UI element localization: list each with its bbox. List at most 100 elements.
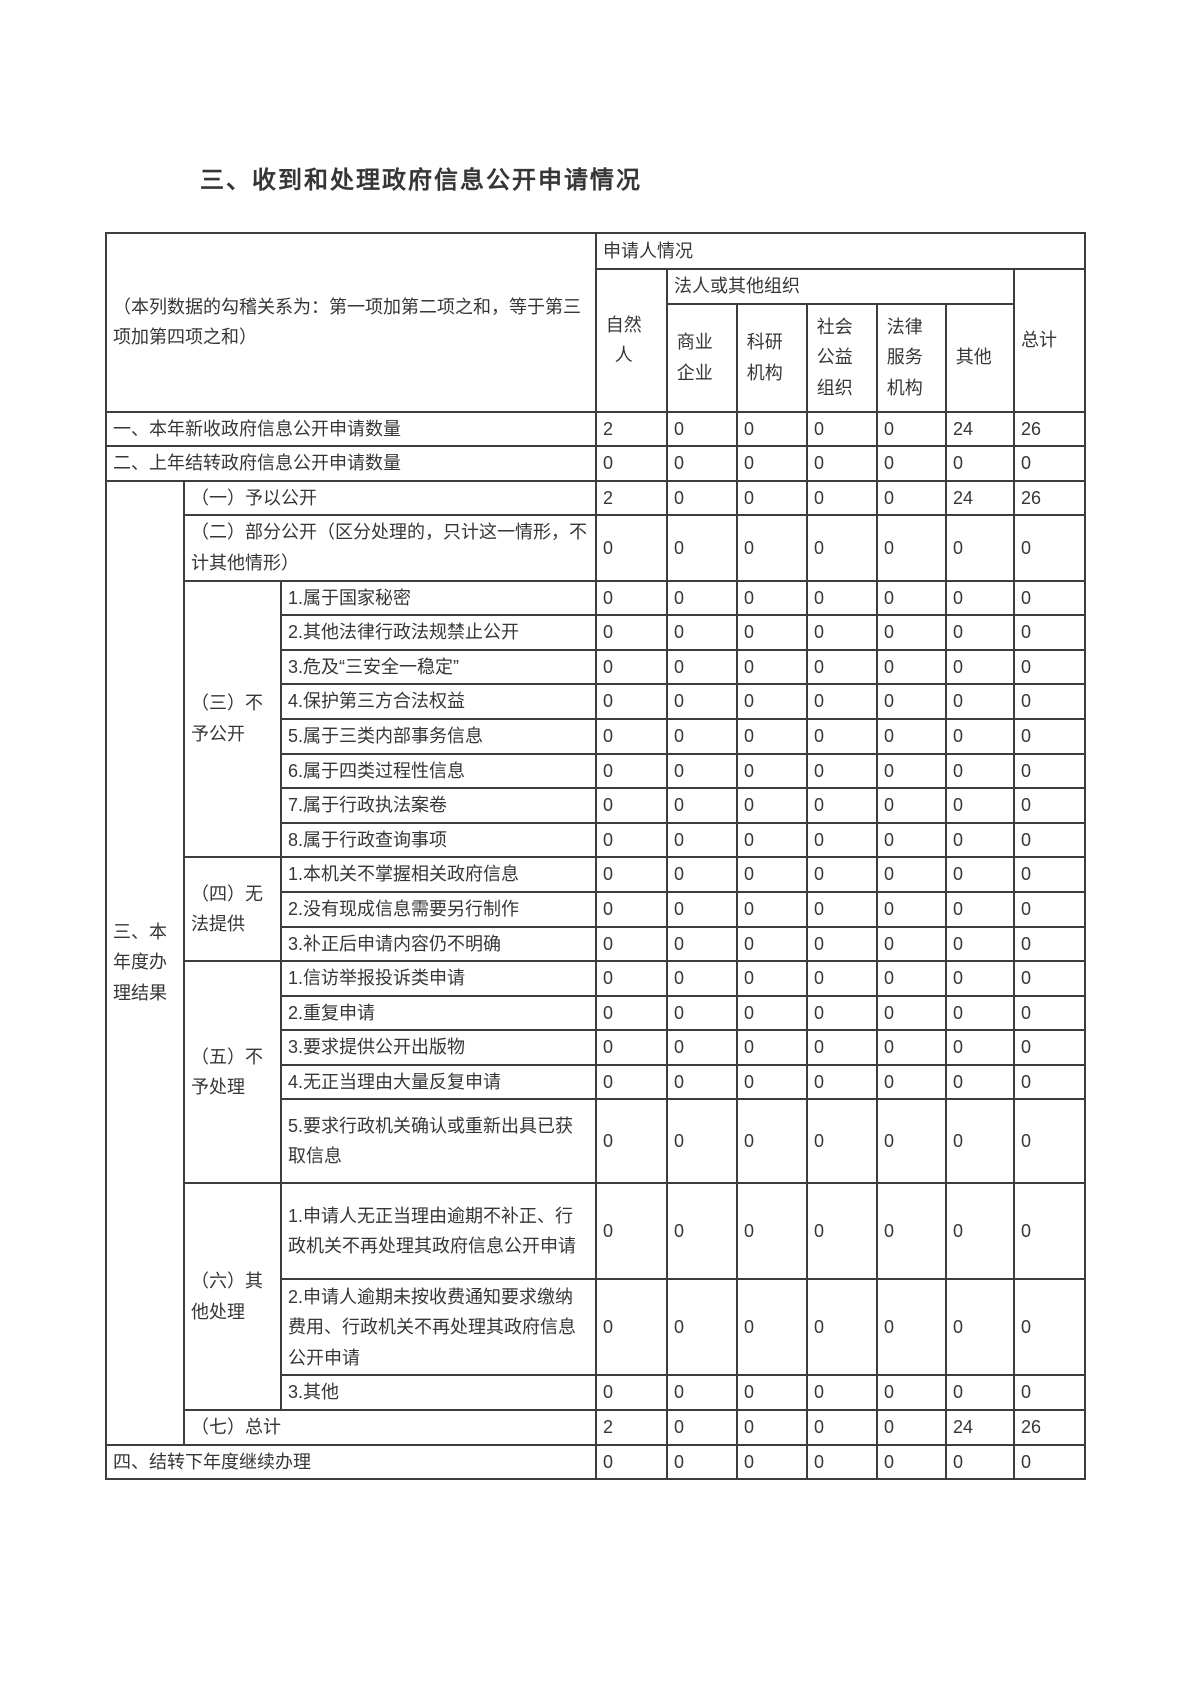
table-row: （七）总计 2 0 0 0 0 24 26 <box>106 1409 1087 1446</box>
value-cell: 0 <box>1013 445 1087 482</box>
group-not-disclosed-cell: （三）不予公开 <box>183 579 282 859</box>
total-header: 总计 <box>1013 268 1087 413</box>
value-cell: 24 <box>945 410 1016 448</box>
table-row: 3.危及“三安全一稳定” 0 0 0 0 0 0 0 <box>106 648 1087 686</box>
value-cell: 0 <box>666 994 739 1032</box>
value-cell: 0 <box>595 1374 669 1412</box>
row-label: 2.没有现成信息需要另行制作 <box>279 890 598 928</box>
value-cell: 0 <box>945 856 1016 893</box>
value-cell: 0 <box>736 1098 809 1185</box>
value-cell: 0 <box>806 960 879 997</box>
row-label: 5.属于三类内部事务信息 <box>279 717 598 755</box>
table-row: 2.其他法律行政法规禁止公开 0 0 0 0 0 0 0 <box>106 614 1087 651</box>
table-row: 5.属于三类内部事务信息 0 0 0 0 0 0 0 <box>106 717 1087 755</box>
value-cell: 0 <box>736 1443 809 1481</box>
row-label: 3.要求提供公开出版物 <box>279 1029 598 1066</box>
row-label: 7.属于行政执法案卷 <box>279 787 598 824</box>
value-cell: 0 <box>1013 1374 1087 1412</box>
value-cell: 0 <box>945 717 1016 755</box>
table-row: 3.其他 0 0 0 0 0 0 0 <box>106 1374 1087 1412</box>
table-row: 2.重复申请 0 0 0 0 0 0 0 <box>106 994 1087 1032</box>
group-other-handling-cell: （六）其他处理 <box>183 1182 282 1412</box>
value-cell: 2 <box>595 410 669 448</box>
value-cell: 0 <box>736 1278 809 1377</box>
value-cell: 0 <box>666 960 739 997</box>
value-cell: 0 <box>876 717 948 755</box>
value-cell: 0 <box>1013 994 1087 1032</box>
value-cell: 0 <box>595 890 669 928</box>
value-cell: 0 <box>1013 683 1087 720</box>
value-cell: 0 <box>595 925 669 963</box>
value-cell: 0 <box>806 579 879 617</box>
value-cell: 0 <box>1013 579 1087 617</box>
row-label: 四、结转下年度继续办理 <box>104 1443 598 1481</box>
header-note-cell: （本列数据的勾稽关系为：第一项加第二项之和，等于第三项加第四项之和） <box>104 232 598 413</box>
value-cell: 0 <box>945 1278 1016 1377</box>
value-cell: 0 <box>806 1443 879 1481</box>
value-cell: 0 <box>806 787 879 824</box>
value-cell: 0 <box>736 960 809 997</box>
row-label: 2.其他法律行政法规禁止公开 <box>279 614 598 651</box>
row-label: 3.补正后申请内容仍不明确 <box>279 925 598 963</box>
value-cell: 0 <box>666 683 739 720</box>
value-cell: 0 <box>736 856 809 893</box>
value-cell: 0 <box>666 925 739 963</box>
value-cell: 0 <box>1013 1278 1087 1377</box>
table-row: 2.申请人逾期未按收费通知要求缴纳费用、行政机关不再处理其政府信息公开申请 0 … <box>106 1278 1087 1377</box>
value-cell: 0 <box>595 856 669 893</box>
table-row: 6.属于四类过程性信息 0 0 0 0 0 0 0 <box>106 752 1087 790</box>
value-cell: 0 <box>876 1443 948 1481</box>
value-cell: 0 <box>945 445 1016 482</box>
value-cell: 0 <box>876 787 948 824</box>
value-cell: 0 <box>806 925 879 963</box>
value-cell: 0 <box>666 1098 739 1185</box>
value-cell: 0 <box>736 445 809 482</box>
value-cell: 0 <box>666 479 739 517</box>
value-cell: 0 <box>876 856 948 893</box>
row-label: 8.属于行政查询事项 <box>279 821 598 859</box>
value-cell: 0 <box>945 1063 1016 1101</box>
value-cell: 0 <box>945 960 1016 997</box>
natural-person-header: 自然人 <box>595 268 669 413</box>
header-row-org-types: 商业企业 科研机构 社会公益组织 法律服务机构 其他 <box>106 302 1085 413</box>
value-cell: 0 <box>876 1409 948 1446</box>
value-cell: 0 <box>666 717 739 755</box>
value-cell: 0 <box>666 445 739 482</box>
value-cell: 0 <box>736 1063 809 1101</box>
org-type-header-other: 其他 <box>945 302 1016 413</box>
value-cell: 0 <box>945 787 1016 824</box>
value-cell: 0 <box>806 994 879 1032</box>
value-cell: 0 <box>876 752 948 790</box>
value-cell: 0 <box>806 1029 879 1066</box>
value-cell: 0 <box>595 1063 669 1101</box>
value-cell: 0 <box>945 648 1016 686</box>
row-label: 5.要求行政机关确认或重新出具已获取信息 <box>279 1098 598 1185</box>
value-cell: 0 <box>806 683 879 720</box>
value-cell: 0 <box>806 1098 879 1185</box>
value-cell: 0 <box>595 1443 669 1481</box>
value-cell: 0 <box>1013 1029 1087 1066</box>
value-cell: 0 <box>806 479 879 517</box>
value-cell: 0 <box>1013 1063 1087 1101</box>
value-cell: 0 <box>876 614 948 651</box>
value-cell: 0 <box>1013 648 1087 686</box>
table-row: 4.无正当理由大量反复申请 0 0 0 0 0 0 0 <box>106 1063 1087 1101</box>
natural-person-label: 自然人 <box>605 314 642 366</box>
table-row: 3.补正后申请内容仍不明确 0 0 0 0 0 0 0 <box>106 925 1087 963</box>
table-row: 一、本年新收政府信息公开申请数量 2 0 0 0 0 24 26 <box>104 410 1087 448</box>
applications-table: （本列数据的勾稽关系为：第一项加第二项之和，等于第三项加第四项之和） 申请人情况… <box>104 232 1087 1481</box>
value-cell: 26 <box>1013 479 1087 517</box>
table-row: （四）无法提供 1.本机关不掌握相关政府信息 0 0 0 0 0 0 0 <box>106 856 1087 963</box>
value-cell: 0 <box>876 683 948 720</box>
value-cell: 0 <box>736 925 809 963</box>
table-row: （六）其他处理 1.申请人无正当理由逾期不补正、行政机关不再处理其政府信息公开申… <box>106 1182 1087 1412</box>
value-cell: 0 <box>736 579 809 617</box>
value-cell: 0 <box>806 717 879 755</box>
value-cell: 0 <box>595 1182 669 1281</box>
value-cell: 0 <box>666 614 739 651</box>
value-cell: 0 <box>876 960 948 997</box>
value-cell: 0 <box>736 1409 809 1446</box>
value-cell: 0 <box>876 579 948 617</box>
value-cell: 0 <box>736 787 809 824</box>
value-cell: 0 <box>876 925 948 963</box>
